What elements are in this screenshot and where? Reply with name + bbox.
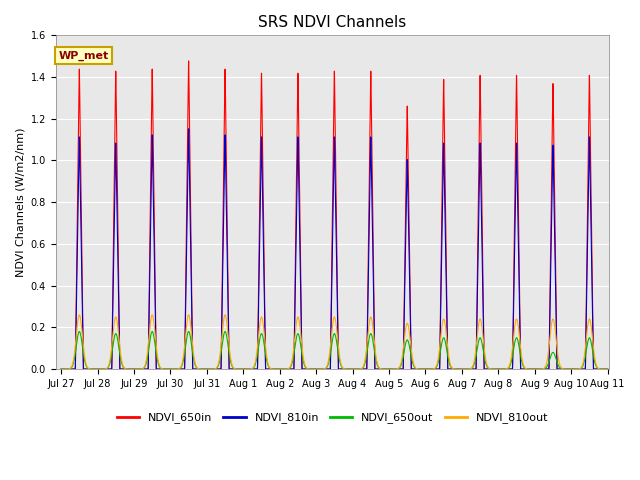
Title: SRS NDVI Channels: SRS NDVI Channels <box>259 15 406 30</box>
Y-axis label: NDVI Channels (W/m2/nm): NDVI Channels (W/m2/nm) <box>15 128 25 277</box>
Legend: NDVI_650in, NDVI_810in, NDVI_650out, NDVI_810out: NDVI_650in, NDVI_810in, NDVI_650out, NDV… <box>113 408 553 428</box>
Text: WP_met: WP_met <box>58 51 109 61</box>
